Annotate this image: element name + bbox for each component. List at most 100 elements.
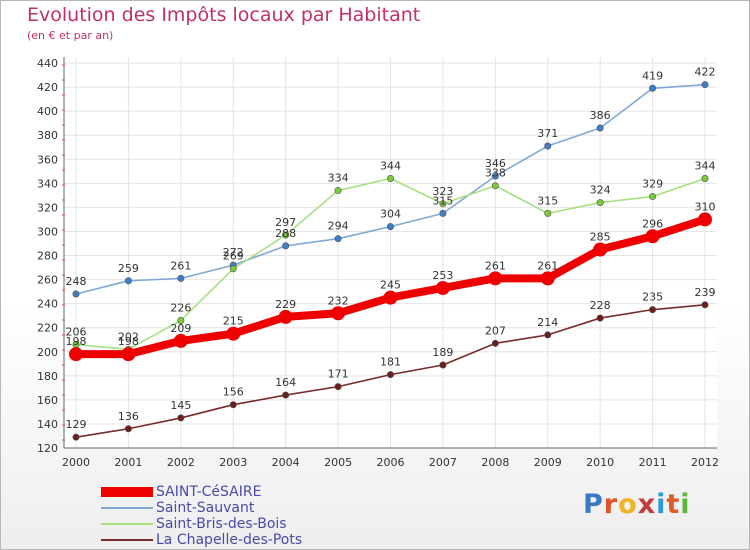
data-point <box>439 200 447 208</box>
data-point <box>229 401 237 409</box>
y-tick-label: 200 <box>37 346 58 359</box>
data-label: 272 <box>223 246 244 259</box>
data-label: 214 <box>537 316 558 329</box>
data-label: 315 <box>537 194 558 207</box>
data-point <box>173 333 188 348</box>
legend-swatch <box>101 523 153 525</box>
chart-subtitle: (en € et par an) <box>27 29 114 42</box>
data-label: 259 <box>118 262 139 275</box>
data-point <box>72 290 80 298</box>
data-point <box>645 229 660 244</box>
data-point <box>386 371 394 379</box>
data-point <box>544 209 552 217</box>
data-label: 344 <box>380 160 401 173</box>
series <box>69 81 712 441</box>
data-label: 329 <box>642 178 663 191</box>
data-point <box>69 347 83 362</box>
x-tick-label: 2004 <box>272 456 300 469</box>
data-point <box>540 271 555 286</box>
data-label: 338 <box>485 167 506 180</box>
data-point <box>177 274 185 282</box>
x-tick-label: 2007 <box>429 456 457 469</box>
data-label: 248 <box>66 275 87 288</box>
data-point <box>386 175 394 183</box>
x-tick-label: 2009 <box>534 456 562 469</box>
data-label: 304 <box>380 208 401 221</box>
data-point <box>698 212 712 227</box>
chart-title: Evolution des Impôts locaux par Habitant <box>27 4 421 26</box>
data-point <box>596 314 604 322</box>
data-label: 334 <box>328 172 349 185</box>
data-point <box>177 414 185 422</box>
y-tick-label: 240 <box>37 298 58 311</box>
data-label: 324 <box>590 184 611 197</box>
data-point <box>121 347 136 362</box>
data-point <box>439 209 447 217</box>
data-label: 253 <box>432 269 453 282</box>
data-point <box>124 425 132 433</box>
proxiti-logo: Proxiti <box>583 489 691 520</box>
data-label: 261 <box>485 259 506 272</box>
data-point <box>334 383 342 391</box>
y-tick-label: 420 <box>37 81 58 94</box>
x-tick-label: 2001 <box>114 456 142 469</box>
logo-letter: t <box>666 489 681 520</box>
data-label: 171 <box>328 368 349 381</box>
data-point <box>383 290 398 305</box>
data-label: 198 <box>66 335 87 348</box>
data-label: 371 <box>537 127 558 140</box>
data-point <box>124 277 132 285</box>
data-point <box>544 142 552 150</box>
y-tick-label: 280 <box>37 250 58 263</box>
data-label: 261 <box>537 259 558 272</box>
data-label: 209 <box>170 322 191 335</box>
data-label: 261 <box>170 259 191 272</box>
data-point <box>229 265 237 273</box>
data-point <box>593 242 608 257</box>
data-label: 344 <box>695 160 716 173</box>
logo-letter: i <box>656 489 667 520</box>
legend-label: Saint-Bris-des-Bois <box>156 516 287 532</box>
y-tick-label: 360 <box>37 153 58 166</box>
data-point <box>282 391 290 399</box>
y-tick-label: 120 <box>37 442 58 455</box>
logo-letter: x <box>637 489 657 520</box>
data-label: 198 <box>118 335 139 348</box>
x-tick-label: 2005 <box>324 456 352 469</box>
data-label: 181 <box>380 356 401 369</box>
data-point <box>701 301 709 309</box>
legend-label: SAINT-CéSAIRE <box>156 484 262 500</box>
data-label: 294 <box>328 220 349 233</box>
data-label: 285 <box>590 230 611 243</box>
data-point <box>226 326 241 341</box>
x-tick-label: 2010 <box>586 456 614 469</box>
data-point <box>334 187 342 195</box>
x-tick-label: 2006 <box>377 456 405 469</box>
logo-letter: i <box>680 489 691 520</box>
data-point <box>491 182 499 190</box>
data-label: 145 <box>170 399 191 412</box>
logo-letter: r <box>603 489 619 520</box>
y-tick-label: 380 <box>37 129 58 142</box>
x-tick-label: 2002 <box>167 456 195 469</box>
data-label: 422 <box>695 66 716 79</box>
data-point <box>649 193 657 201</box>
y-tick-label: 400 <box>37 105 58 118</box>
data-label: 315 <box>432 194 453 207</box>
data-label: 245 <box>380 279 401 292</box>
legend-swatch <box>101 539 153 541</box>
data-label: 288 <box>275 227 296 240</box>
data-point <box>72 433 80 441</box>
data-point <box>282 231 290 239</box>
x-tick-label: 2008 <box>481 456 509 469</box>
data-point <box>701 175 709 183</box>
data-label: 206 <box>66 326 87 339</box>
data-label: 136 <box>118 410 139 423</box>
data-label: 323 <box>432 185 453 198</box>
data-labels: 198 198 209 215 229 232 245 253 261 261 285 296 310 2… <box>66 66 716 432</box>
data-point <box>491 339 499 347</box>
data-point <box>331 306 346 321</box>
data-point <box>544 331 552 339</box>
